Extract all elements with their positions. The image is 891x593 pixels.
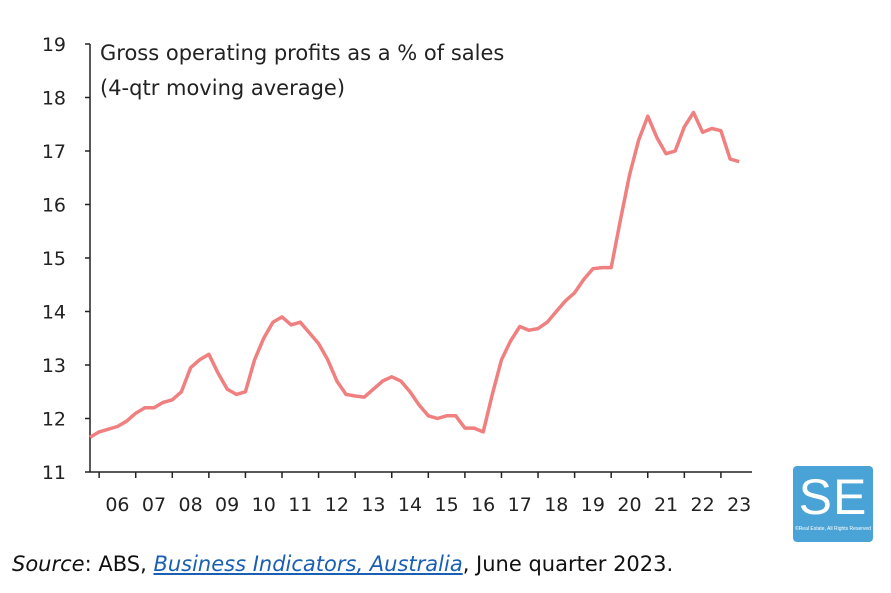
source-rest: , June quarter 2023. (462, 552, 674, 576)
x-tick-label: 13 (361, 494, 385, 516)
y-tick-label: 15 (42, 248, 66, 270)
x-tick-label: 21 (654, 494, 678, 516)
x-tick-label: 06 (105, 494, 129, 516)
se-logo: SE ©Real Estate, All Rights Reserved (793, 466, 873, 542)
source-note: Source: ABS, Business Indicators, Austra… (12, 552, 673, 576)
x-tick-label: 11 (288, 494, 312, 516)
x-tick-label: 22 (691, 494, 715, 516)
y-tick-label: 13 (42, 355, 66, 377)
logo-subtext: ©Real Estate, All Rights Reserved (795, 526, 871, 532)
y-tick-label: 14 (42, 302, 66, 324)
y-tick-label: 17 (42, 141, 66, 163)
x-tick-label: 16 (471, 494, 495, 516)
source-link[interactable]: Business Indicators, Australia (153, 552, 463, 576)
x-tick-label: 23 (727, 494, 751, 516)
x-tick-label: 08 (178, 494, 202, 516)
series-line (89, 110, 740, 439)
source-label: Source (12, 552, 85, 576)
x-tick-label: 07 (142, 494, 166, 516)
x-tick-label: 20 (617, 494, 641, 516)
chart-subtitle: (4-qtr moving average) (100, 76, 345, 100)
y-tick-label: 19 (42, 34, 66, 56)
x-tick-label: 17 (508, 494, 532, 516)
y-tick-label: 11 (42, 462, 66, 484)
x-axis-ticks: 06 07 08 09 10 11 12 13 14 15 16 17 18 19 20 21 22 23 (98, 472, 751, 516)
x-tick-label: 12 (325, 494, 349, 516)
chart-title: Gross operating profits as a % of sales (100, 41, 504, 65)
y-axis-ticks: 11 12 13 14 15 16 17 18 19 (42, 34, 90, 484)
x-tick-label: 14 (398, 494, 422, 516)
x-tick-label: 15 (435, 494, 459, 516)
x-tick-label: 19 (581, 494, 605, 516)
x-tick-label: 18 (544, 494, 568, 516)
source-prefix: : ABS, (84, 552, 154, 576)
y-tick-label: 12 (42, 409, 66, 431)
y-tick-label: 16 (42, 195, 66, 217)
x-tick-label: 10 (252, 494, 276, 516)
x-tick-label: 09 (215, 494, 239, 516)
logo-text: SE (798, 469, 868, 525)
y-tick-label: 18 (42, 88, 66, 110)
